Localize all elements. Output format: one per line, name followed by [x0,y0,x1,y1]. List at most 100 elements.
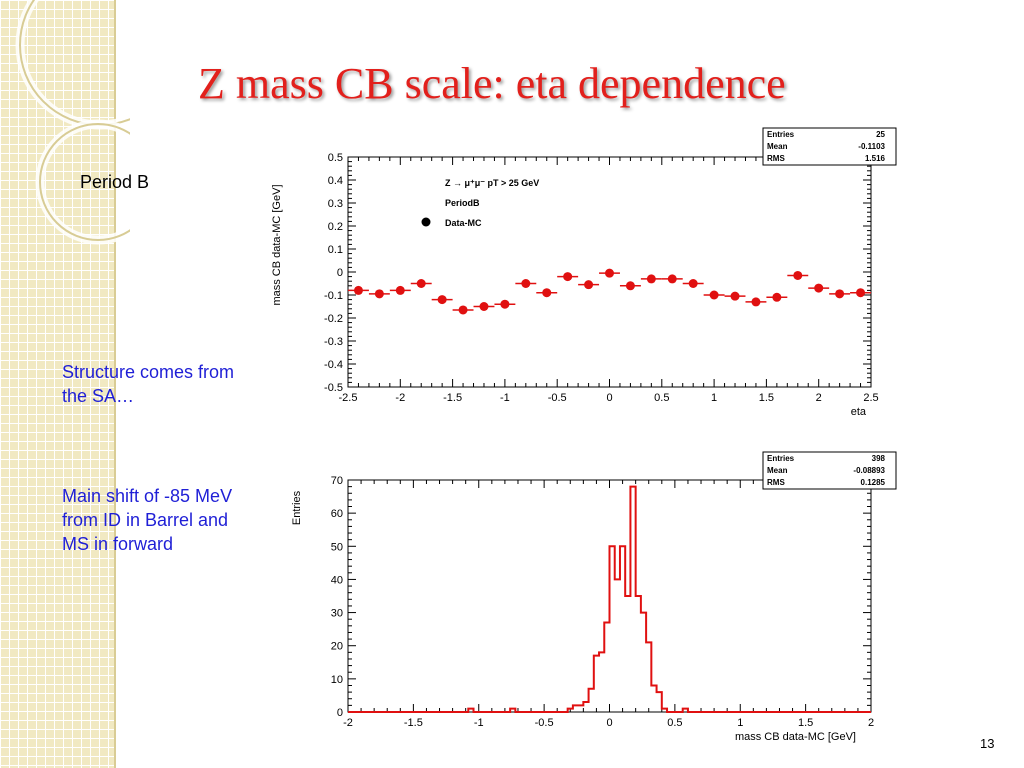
page-number: 13 [980,736,995,751]
chart1-legend-entry-data-mc: Data-MC [445,218,482,228]
data-point [850,288,871,298]
chart1-y-axis-label: mass CB data-MC [GeV] [271,184,283,305]
chart2-stat-mean-label: Mean [767,466,788,475]
eta-dependence-chart: -2.5 -2 -1.5 -1 -0.5 0 0.5 1 1.5 2 2.5 -0.5 -0.4 -0.3… [271,127,897,418]
chart2-stat-mean-value: -0.08893 [853,466,885,475]
y-tick-label: 0.4 [328,175,343,187]
point-marker [479,302,489,311]
y-tick-label: 10 [331,674,343,686]
data-point [661,274,683,284]
data-point [787,270,809,280]
note-main-shift: Main shift of -85 MeV from ID in Barrel … [62,486,233,554]
data-point [578,280,600,290]
y-tick-label: -0.5 [324,382,343,394]
point-marker [542,288,552,298]
point-marker [835,289,845,299]
point-marker [814,283,824,293]
y-tick-label: 30 [331,608,343,620]
x-tick-label: 1.5 [759,392,774,404]
data-point [410,279,432,288]
y-tick-label: 20 [331,641,343,653]
data-point [745,297,767,307]
data-point [640,274,662,284]
y-tick-label: 0.2 [328,221,343,233]
point-marker [856,288,866,298]
data-point [703,290,725,300]
data-point [368,289,390,299]
data-point [808,283,830,293]
data-point [389,285,411,295]
chart1-stat-entries-value: 25 [876,130,885,139]
y-tick-label: -0.4 [324,359,343,371]
y-tick-label: -0.3 [324,336,343,348]
chart1-legend: Z → μ⁺μ⁻ pT > 25 GeV PeriodB Data-MC [421,178,539,228]
x-tick-label: -1 [474,717,484,729]
point-marker [605,268,614,278]
point-marker [793,270,803,280]
point-marker [353,285,363,295]
x-tick-label: -0.5 [535,717,554,729]
point-marker [437,295,447,305]
x-tick-label: -0.5 [548,392,567,404]
chart1-stat-mean-label: Mean [767,142,788,151]
y-tick-label: -0.2 [324,313,343,325]
point-marker [521,279,531,288]
y-tick-label: 60 [331,508,343,520]
data-point [619,281,641,291]
y-tick-label: 0 [337,707,343,719]
chart1-stat-rms-label: RMS [767,154,785,163]
x-tick-label: 2 [816,392,822,404]
chart2-x-axis-label: mass CB data-MC [GeV] [735,731,856,743]
y-tick-label: 40 [331,574,343,586]
chart2-stat-rms-value: 0.1285 [861,478,886,487]
chart1-x-axis-label: eta [851,406,867,418]
point-marker [563,272,573,282]
data-point [724,291,746,301]
point-marker [374,289,384,299]
point-marker [772,292,782,302]
point-marker [625,281,635,291]
data-point [682,279,704,288]
y-tick-label: -0.1 [324,290,343,302]
chart2-y-axis-label: Entries [291,490,303,525]
data-point [452,305,474,315]
point-marker [667,274,677,284]
data-point [431,295,453,305]
point-marker [500,299,510,309]
point-marker [688,279,698,288]
x-tick-label: 0.5 [667,717,682,729]
x-tick-label: 0 [606,392,612,404]
x-tick-label: -2 [343,717,353,729]
chart1-stat-rms-value: 1.516 [865,154,886,163]
point-marker [709,290,719,300]
x-tick-label: 2 [868,717,874,729]
chart2-histogram-line [348,485,871,713]
note-structure: Structure comes from the SA… [62,362,235,406]
data-point [348,285,369,295]
x-tick-label: 1 [737,717,743,729]
slide-title: Z mass CB scale: eta dependence [198,59,786,108]
x-tick-label: -1 [500,392,510,404]
data-point [829,289,851,299]
y-tick-label: 0 [337,267,343,279]
point-marker [646,274,656,284]
x-tick-label: 0 [606,717,612,729]
y-tick-label: 0.3 [328,198,343,210]
chart2-stat-rms-label: RMS [767,478,785,487]
chart1-ticks: -2.5 -2 -1.5 -1 -0.5 0 0.5 1 1.5 2 2.5 -0.5 -0.4 -0.3… [324,152,879,404]
chart1-stats-box: Entries 25 Mean -0.1103 RMS 1.516 [762,127,897,166]
point-marker [584,280,594,290]
chart1-data-points [348,268,871,315]
data-point [494,299,516,309]
x-tick-label: -1.5 [443,392,462,404]
data-point [557,272,579,282]
point-marker [730,291,740,301]
period-label: Period B [80,172,150,192]
x-tick-label: -2 [395,392,405,404]
point-marker [751,297,761,307]
point-marker [458,305,468,315]
point-marker [395,285,405,295]
x-tick-label: 0.5 [654,392,669,404]
y-tick-label: 50 [331,541,343,553]
